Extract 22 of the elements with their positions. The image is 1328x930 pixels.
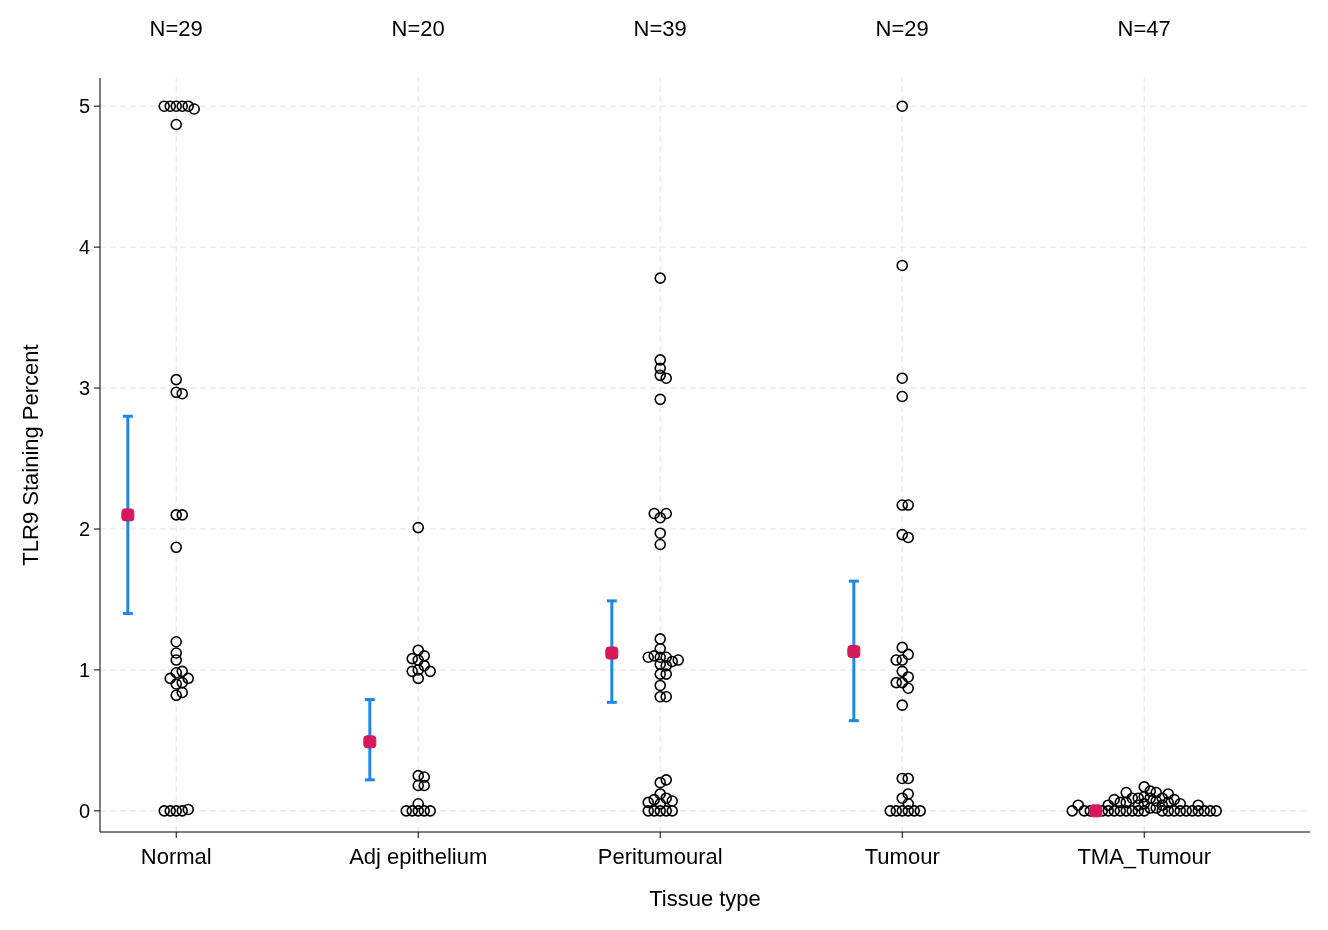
text: N=29 [875,16,929,41]
y-tick-label: 1 [78,658,90,681]
y-axis-title: TLR9 Staining Percent [18,344,43,566]
text: N=47 [1117,16,1171,41]
x-tick-label: Adj epithelium [349,844,488,869]
y-tick-label: 0 [78,799,90,822]
y-tick-label: 4 [78,236,90,259]
point [121,508,135,522]
text: N=39 [633,16,687,41]
x-tick-label: Peritumoural [597,844,723,869]
x-tick-label: Tumour [864,844,940,869]
x-axis-title: Tissue type [649,886,761,911]
x-tick-label: TMA_Tumour [1077,844,1212,869]
point [847,645,861,659]
text: N=29 [149,16,203,41]
text: N=20 [391,16,445,41]
point [605,646,619,660]
point [363,735,377,749]
y-tick-label: 2 [78,517,90,540]
x-tick-label: Normal [140,844,212,869]
y-tick-label: 5 [78,95,90,118]
y-tick-label: 3 [78,377,90,400]
